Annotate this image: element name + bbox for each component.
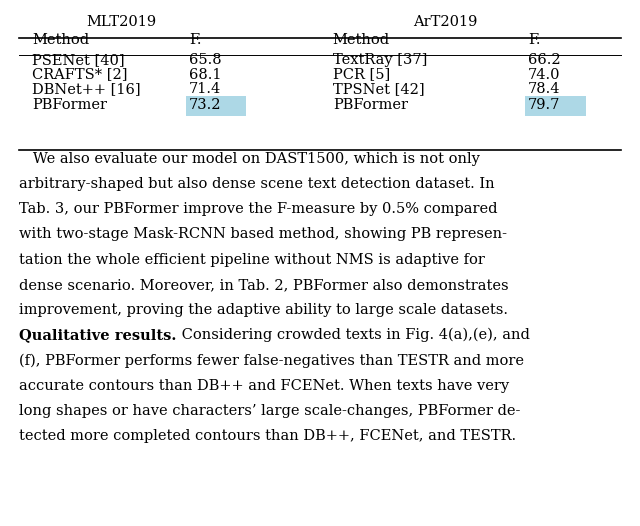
Text: PCR [5]: PCR [5] [333, 67, 390, 82]
Text: with two-stage Mask-RCNN based method, showing PB represen-: with two-stage Mask-RCNN based method, s… [19, 227, 507, 241]
Text: We also evaluate our model on DAST1500, which is not only: We also evaluate our model on DAST1500, … [19, 151, 480, 166]
Text: tected more completed contours than DB++, FCENet, and TESTR.: tected more completed contours than DB++… [19, 429, 516, 443]
Text: MLT2019: MLT2019 [86, 15, 157, 29]
Text: Qualitative results.: Qualitative results. [19, 328, 177, 342]
Text: CRAFTS* [2]: CRAFTS* [2] [32, 67, 127, 82]
Text: (f), PBFormer performs fewer false-negatives than TESTR and more: (f), PBFormer performs fewer false-negat… [19, 353, 524, 368]
Text: dense scenario. Moreover, in Tab. 2, PBFormer also demonstrates: dense scenario. Moreover, in Tab. 2, PBF… [19, 278, 509, 292]
Text: accurate contours than DB++ and FCENet. When texts have very: accurate contours than DB++ and FCENet. … [19, 379, 509, 393]
FancyBboxPatch shape [525, 96, 586, 116]
Text: TextRay [37]: TextRay [37] [333, 53, 427, 67]
Text: F.: F. [528, 33, 541, 47]
Text: Method: Method [32, 33, 89, 47]
Text: F.: F. [189, 33, 202, 47]
FancyBboxPatch shape [186, 96, 246, 116]
Text: tation the whole efficient pipeline without NMS is adaptive for: tation the whole efficient pipeline with… [19, 252, 485, 267]
Text: PBFormer: PBFormer [32, 97, 107, 112]
Text: 68.1: 68.1 [189, 67, 221, 82]
Text: 66.2: 66.2 [528, 53, 561, 67]
Text: 71.4: 71.4 [189, 82, 221, 96]
Text: 78.4: 78.4 [528, 82, 561, 96]
Text: TPSNet [42]: TPSNet [42] [333, 82, 424, 96]
Text: ArT2019: ArT2019 [413, 15, 477, 29]
Text: Considering crowded texts in Fig. 4(a),(e), and: Considering crowded texts in Fig. 4(a),(… [177, 328, 529, 342]
Text: arbitrary-shaped but also dense scene text detection dataset. In: arbitrary-shaped but also dense scene te… [19, 177, 495, 191]
Text: Qualitative results.: Qualitative results. [19, 328, 177, 342]
Text: 74.0: 74.0 [528, 67, 561, 82]
Text: PSENet [40]: PSENet [40] [32, 53, 125, 67]
Text: PBFormer: PBFormer [333, 97, 408, 112]
Text: 73.2: 73.2 [189, 97, 221, 112]
Text: Method: Method [333, 33, 390, 47]
Text: Tab. 3, our PBFormer improve the F-measure by 0.5% compared: Tab. 3, our PBFormer improve the F-measu… [19, 202, 498, 216]
Text: long shapes or have characters’ large scale-changes, PBFormer de-: long shapes or have characters’ large sc… [19, 404, 520, 418]
Text: 65.8: 65.8 [189, 53, 221, 67]
Text: improvement, proving the adaptive ability to large scale datasets.: improvement, proving the adaptive abilit… [19, 303, 508, 317]
Text: DBNet++ [16]: DBNet++ [16] [32, 82, 141, 96]
Text: 79.7: 79.7 [528, 97, 561, 112]
